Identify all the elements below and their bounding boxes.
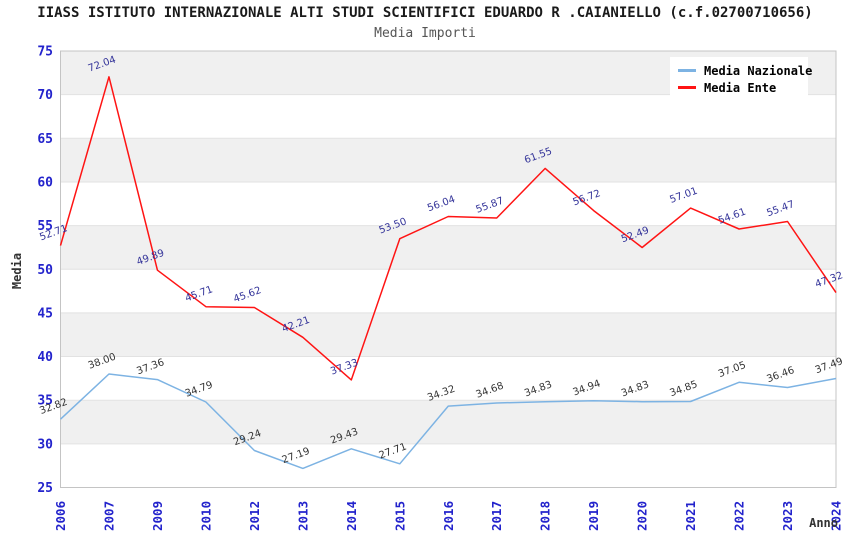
y-axis-title: Media [10, 252, 24, 290]
legend-swatch-media-ente-icon [678, 86, 696, 89]
y-tick-label: 25 [37, 481, 53, 496]
series-line-media-ente [59, 76, 837, 381]
plot-band [60, 269, 836, 313]
y-tick-label: 35 [37, 394, 53, 409]
plot-band [60, 138, 836, 182]
y-tick-label: 75 [37, 45, 53, 60]
legend-swatch-media-nazionale-icon [678, 69, 696, 72]
x-tick-label: 2023 [780, 501, 795, 531]
y-tick-label: 65 [37, 132, 53, 147]
series-line-media-nazionale [59, 373, 837, 470]
plot-band [60, 94, 836, 139]
x-tick-label: 2020 [635, 501, 650, 531]
y-tick-label: 40 [37, 350, 53, 365]
y-tick-label: 70 [37, 88, 53, 103]
x-tick-label: 2013 [295, 501, 310, 531]
y-tick-label: 60 [37, 175, 53, 190]
x-tick-label: 2015 [392, 501, 407, 531]
plot-border [60, 50, 837, 488]
legend: Media Nazionale Media Ente [670, 57, 812, 101]
x-tick-label: 2021 [683, 501, 698, 531]
legend-item-media-ente[interactable]: Media Ente [678, 79, 802, 96]
x-tick-label: 2014 [344, 501, 359, 531]
x-tick-label: 2010 [198, 501, 213, 531]
legend-item-media-nazionale[interactable]: Media Nazionale [678, 62, 812, 79]
x-tick-label: 2018 [538, 501, 553, 531]
y-tick-label: 45 [37, 306, 53, 321]
x-tick-label: 2017 [489, 501, 504, 531]
x-tick-label: 2012 [247, 501, 262, 531]
x-tick-label: 2006 [53, 501, 68, 531]
x-axis-title: Anno [809, 516, 838, 530]
x-tick-label: 2019 [586, 501, 601, 531]
x-tick-label: 2024 [829, 501, 844, 531]
chart-title: IIASS ISTITUTO INTERNAZIONALE ALTI STUDI… [37, 5, 813, 21]
plot-band [60, 225, 836, 270]
y-tick-label: 50 [37, 263, 53, 278]
plot-band [60, 443, 836, 488]
x-tick-label: 2016 [441, 501, 456, 531]
x-tick-label: 2022 [732, 501, 747, 531]
x-tick-label: 2009 [150, 501, 165, 531]
chart-subtitle: Media Importi [374, 26, 476, 41]
plot-band [60, 181, 836, 226]
y-tick-label: 55 [37, 219, 53, 234]
plot-band [60, 400, 836, 444]
plot-band [60, 312, 836, 357]
legend-label-media-ente: Media Ente [704, 80, 777, 95]
legend-label-media-nazionale: Media Nazionale [704, 63, 813, 78]
plot-band [60, 356, 836, 401]
x-tick-label: 2007 [101, 501, 116, 531]
y-tick-label: 30 [37, 437, 53, 452]
